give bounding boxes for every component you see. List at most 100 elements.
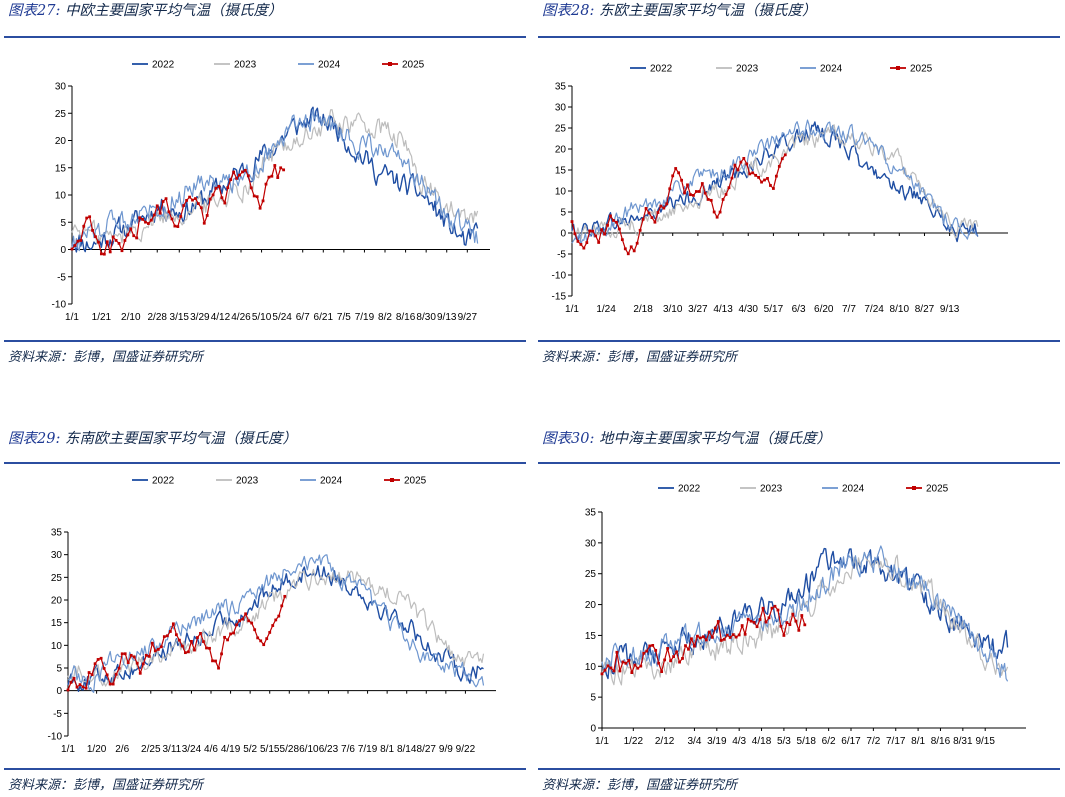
series-line-2024 — [67, 554, 485, 693]
series-point-2025 — [274, 618, 278, 622]
series-point-2025 — [105, 240, 109, 244]
series-point-2025 — [196, 636, 199, 639]
series-point-2025 — [766, 176, 769, 180]
series-point-2025 — [85, 216, 89, 220]
series-point-2025 — [615, 220, 618, 224]
series-point-2025 — [162, 635, 166, 639]
series-point-2025 — [235, 623, 239, 627]
series-point-2025 — [87, 671, 91, 674]
series-point-2025 — [573, 232, 577, 236]
x-tick-label: 5/28 — [280, 744, 300, 755]
series-point-2025 — [704, 638, 708, 642]
series-point-2025 — [252, 194, 256, 198]
x-tick-label: 7/7 — [842, 304, 856, 315]
series-point-2025 — [144, 220, 147, 224]
x-tick-label: 3/11 — [163, 744, 182, 755]
title-rule — [538, 462, 1060, 464]
series-point-2025 — [159, 645, 163, 649]
legend-marker-2025 — [896, 66, 900, 70]
series-point-2025 — [99, 252, 103, 256]
series-point-2025 — [153, 649, 157, 653]
x-tick-label: 2/25 — [141, 744, 161, 755]
x-tick-label: 4/30 — [739, 304, 759, 315]
series-point-2025 — [772, 187, 775, 190]
series-point-2025 — [244, 168, 247, 172]
series-point-2025 — [588, 229, 592, 233]
legend-label-2023: 2023 — [736, 64, 759, 75]
x-tick-label: 6/7 — [296, 312, 310, 323]
y-tick-label: -10 — [52, 300, 67, 311]
series-point-2025 — [764, 620, 768, 624]
series-point-2025 — [695, 190, 698, 193]
series-point-2025 — [683, 191, 686, 195]
title-rule — [4, 36, 526, 38]
series-point-2025 — [733, 163, 737, 167]
series-point-2025 — [740, 624, 744, 627]
x-tick-label: 2/6 — [115, 744, 129, 755]
series-point-2025 — [76, 239, 80, 243]
x-tick-label: 8/2 — [378, 312, 392, 323]
series-point-2025 — [617, 227, 621, 231]
series-point-2025 — [211, 659, 214, 663]
series-point-2025 — [165, 634, 169, 638]
x-tick-label: 2/28 — [147, 312, 167, 323]
series-point-2025 — [684, 644, 687, 648]
series-point-2025 — [710, 635, 714, 639]
y-tick-label: 30 — [55, 82, 67, 93]
series-point-2025 — [754, 173, 758, 177]
series-point-2025 — [678, 660, 681, 664]
series-point-2025 — [630, 671, 634, 675]
series-point-2025 — [94, 235, 97, 239]
series-point-2025 — [654, 648, 658, 652]
series-point-2025 — [657, 661, 661, 665]
y-tick-label: 20 — [555, 145, 567, 156]
series-point-2025 — [258, 206, 262, 210]
legend-label-2024: 2024 — [318, 60, 341, 71]
series-point-2025 — [715, 215, 719, 219]
y-tick-label: 5 — [56, 664, 62, 675]
series-point-2025 — [597, 241, 601, 244]
series-point-2025 — [117, 666, 121, 670]
series-point-2025 — [681, 657, 684, 660]
series-point-2025 — [749, 619, 753, 623]
series-point-2025 — [264, 182, 268, 186]
series-point-2025 — [132, 234, 136, 238]
y-tick-label: -5 — [557, 250, 566, 261]
x-tick-label: 8/10 — [890, 304, 910, 315]
series-point-2025 — [591, 229, 595, 233]
series-point-2025 — [78, 683, 82, 687]
series-point-2025 — [232, 170, 236, 174]
series-point-2025 — [261, 199, 265, 203]
series-point-2025 — [697, 190, 701, 193]
series-point-2025 — [102, 667, 106, 670]
y-tick-label: 20 — [55, 136, 67, 147]
x-tick-label: 8/14 — [397, 744, 417, 755]
series-point-2025 — [725, 633, 729, 637]
source-rule — [4, 340, 526, 342]
series-point-2025 — [265, 637, 269, 641]
series-point-2025 — [609, 214, 612, 218]
series-point-2025 — [660, 670, 664, 674]
y-tick-label: 15 — [585, 631, 597, 642]
series-point-2025 — [91, 229, 94, 232]
series-point-2025 — [728, 636, 732, 639]
x-tick-label: 6/23 — [319, 744, 339, 755]
y-tick-label: 10 — [51, 641, 63, 652]
series-point-2025 — [220, 196, 224, 200]
x-tick-label: 1/22 — [624, 736, 644, 747]
series-point-2025 — [235, 176, 238, 180]
series-point-2025 — [226, 638, 229, 642]
x-tick-label: 9/13 — [940, 304, 960, 315]
series-point-2025 — [114, 238, 118, 242]
series-point-2025 — [758, 618, 762, 621]
legend-label-2025: 2025 — [926, 484, 949, 495]
x-tick-label: 2/18 — [633, 304, 653, 315]
series-point-2025 — [773, 604, 777, 608]
series-point-2025 — [271, 624, 275, 627]
y-tick-label: 5 — [590, 693, 596, 704]
series-point-2025 — [79, 239, 83, 242]
series-point-2025 — [185, 198, 189, 202]
source-rule — [538, 340, 1060, 342]
x-tick-label: 6/20 — [814, 304, 834, 315]
